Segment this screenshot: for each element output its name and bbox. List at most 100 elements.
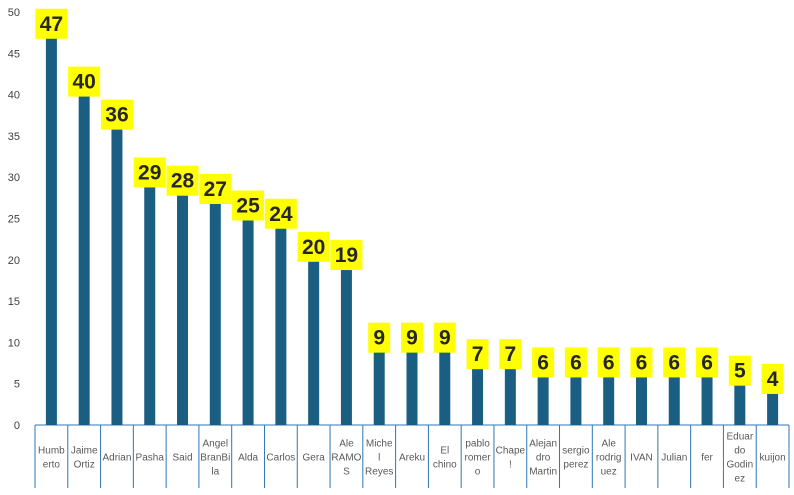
- x-category-label: Adrian: [103, 453, 132, 464]
- x-category-label: Ale rodrig uez: [596, 439, 622, 478]
- x-category-label-line: do: [734, 446, 746, 457]
- x-category-label: Eduar do Godin ez: [726, 432, 753, 485]
- x-category-label-line: fer: [701, 453, 713, 464]
- x-category-label: Areku: [399, 453, 425, 464]
- x-category-label-line: kuijon: [760, 453, 786, 464]
- x-category-label: Said: [173, 453, 193, 464]
- x-category-label-line: chino: [433, 460, 457, 471]
- x-category-label-line: Ale: [339, 439, 354, 450]
- x-category-label: Humb erto: [38, 446, 65, 471]
- bar: [570, 375, 582, 425]
- y-tick-label: 20: [8, 255, 20, 267]
- data-label-background: [166, 165, 199, 196]
- data-label-background: [68, 66, 101, 97]
- data-label: 4: [767, 368, 779, 391]
- data-label: 7: [505, 343, 517, 366]
- data-label-background: [564, 347, 587, 378]
- data-label-background: [630, 347, 653, 378]
- x-category-label: Ale RAMO S: [331, 439, 361, 478]
- x-category-label-line: Humb: [38, 446, 65, 457]
- data-label: 40: [72, 71, 95, 94]
- bar: [668, 375, 680, 425]
- x-category-label-line: uez: [601, 467, 617, 478]
- data-label: 9: [439, 327, 451, 350]
- y-tick-label: 0: [14, 420, 20, 432]
- x-category-label-line: Angel: [203, 439, 229, 450]
- data-label: 6: [668, 351, 680, 374]
- x-category-label: Jaime Ortiz: [71, 446, 98, 471]
- x-category-label: sergio perez: [562, 446, 590, 471]
- bar: [45, 36, 57, 425]
- data-label-background: [368, 322, 391, 353]
- data-label: 29: [138, 161, 161, 184]
- x-category-label-line: BranBi: [200, 453, 230, 464]
- x-category-label-line: Adrian: [103, 453, 132, 464]
- data-label-background: [232, 190, 265, 221]
- x-category-label: Carlos: [266, 453, 295, 464]
- x-category-label-line: Miche: [366, 439, 393, 450]
- data-label-background: [532, 347, 555, 378]
- data-label: 28: [171, 170, 195, 193]
- data-label: 6: [636, 351, 648, 374]
- data-label-background: [499, 339, 522, 370]
- data-label: 6: [537, 351, 549, 374]
- x-category-label-line: erto: [43, 460, 61, 471]
- data-label-background: [35, 8, 68, 39]
- bar: [472, 367, 484, 425]
- x-category-label-line: Alda: [238, 453, 258, 464]
- x-category-label-line: Gera: [303, 453, 326, 464]
- bar: [242, 218, 254, 425]
- x-category-label: Angel BranBi la: [200, 439, 230, 478]
- data-label: 9: [406, 327, 418, 350]
- bar: [111, 127, 123, 425]
- data-label-background: [199, 173, 232, 204]
- x-category-label-line: ez: [735, 474, 746, 485]
- data-label-background: [761, 363, 784, 394]
- x-category-label-line: !: [509, 460, 512, 471]
- bar: [439, 350, 451, 425]
- bar: [701, 375, 713, 425]
- data-label: 19: [335, 244, 358, 267]
- x-category-label-line: RAMO: [331, 453, 361, 464]
- bar: [767, 391, 779, 425]
- x-category-label: kuijon: [760, 453, 786, 464]
- bar: [635, 375, 647, 425]
- x-category-label: El chino: [433, 446, 457, 471]
- x-category-label-line: Godin: [726, 460, 753, 471]
- bar: [78, 94, 90, 425]
- data-label: 20: [302, 236, 325, 259]
- x-category-label-line: romer: [465, 453, 492, 464]
- data-label: 9: [373, 327, 385, 350]
- bar: [275, 226, 287, 425]
- x-category-label: IVAN: [630, 453, 653, 464]
- x-category-label-line: Martin: [529, 467, 557, 478]
- data-label: 25: [236, 195, 260, 218]
- bar: [504, 367, 516, 425]
- y-tick-label: 10: [8, 337, 20, 349]
- data-label-background: [696, 347, 719, 378]
- y-axis: 0 5 10 15 20 25 30 35 40 45 50: [8, 7, 20, 432]
- x-category-label: Julian: [661, 453, 687, 464]
- x-category-label-line: Said: [173, 453, 193, 464]
- data-label-background: [433, 322, 456, 353]
- x-category-label-line: S: [343, 467, 350, 478]
- category-table: Humb erto Jaime Ortiz Adrian Pasha Said Angel Br…: [34, 424, 790, 488]
- x-category-label: Chape!: [496, 446, 526, 471]
- data-label-background: [728, 355, 751, 386]
- data-label-background: [100, 99, 133, 130]
- x-category-label-line: Chape: [496, 446, 526, 457]
- x-category-label-line: Julian: [661, 453, 687, 464]
- x-category-label-line: Jaime: [71, 446, 98, 457]
- y-tick-label: 35: [8, 131, 20, 143]
- x-category-label-line: rodrig: [596, 453, 622, 464]
- data-label-background: [466, 339, 489, 370]
- data-label: 24: [269, 203, 293, 226]
- data-label-background: [597, 347, 620, 378]
- x-category-label-line: Pasha: [136, 453, 165, 464]
- data-label-background: [264, 198, 297, 229]
- bars: [45, 36, 779, 425]
- data-label-background: [133, 157, 166, 188]
- x-category-label: Gera: [303, 453, 326, 464]
